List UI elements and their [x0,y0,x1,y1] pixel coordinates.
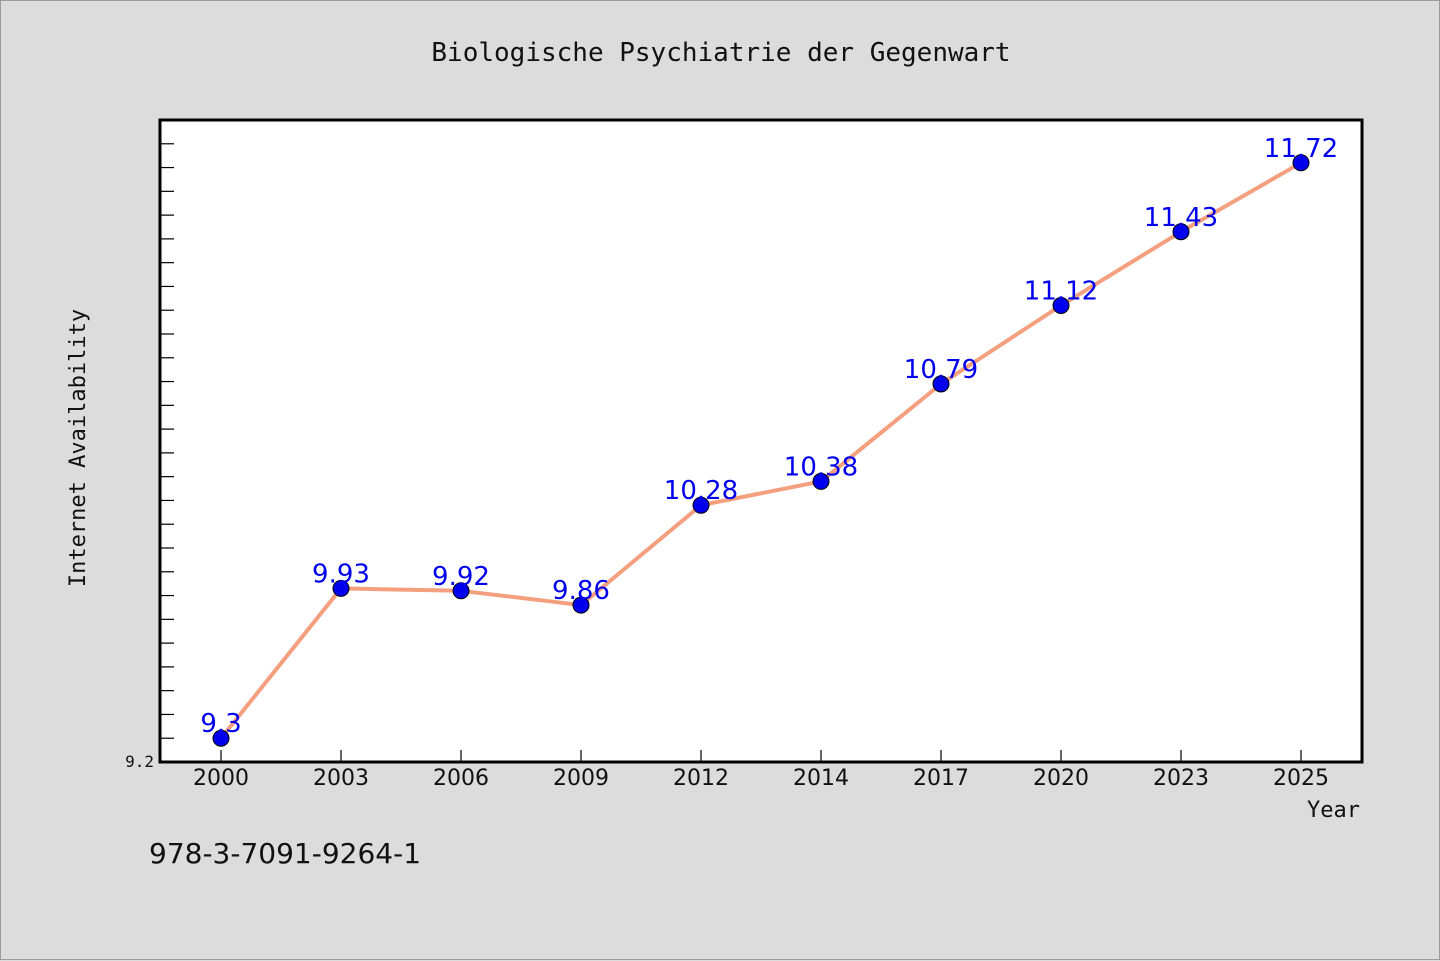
data-label: 11.43 [1144,203,1218,233]
x-tick-label: 2017 [913,766,969,791]
data-label: 10.28 [664,476,738,506]
data-label: 9.92 [432,562,490,592]
data-point [812,472,830,490]
data-point [692,496,710,514]
y-axis-label: Internet Availability [66,309,91,587]
data-point [572,596,590,614]
data-point [932,375,950,393]
x-tick-label: 2012 [673,766,729,791]
data-label: 10.38 [784,452,858,482]
x-tick-label: 2003 [313,766,369,791]
data-point [212,729,230,747]
x-tick-label: 2020 [1033,766,1089,791]
series-markers [212,154,1310,747]
data-label: 10.79 [904,355,978,385]
x-axis-label: Year [1307,798,1360,823]
x-tick-label: 2006 [433,766,489,791]
x-axis-tick-labels: 2000 2003 2006 2009 2012 2014 2017 2020 2023 2025 [193,766,1329,791]
data-point [332,579,350,597]
data-label: 9.3 [200,709,241,739]
data-labels: 9.3 9.93 9.92 9.86 10.28 10.38 10.79 11.12 11.43… [200,134,1338,739]
data-point [1052,296,1070,314]
data-point [1292,154,1310,172]
x-tick-label: 2000 [193,766,249,791]
x-tick-label: 2009 [553,766,609,791]
y-tick-label: 9.2 [125,752,154,771]
x-tick-label: 2025 [1273,766,1329,791]
data-point [452,582,470,600]
data-label: 9.86 [552,576,610,606]
x-tick-label: 2014 [793,766,849,791]
series-line [219,161,1302,740]
plot-area [158,118,1364,764]
data-label: 11.12 [1024,276,1098,306]
y-axis-ticks [160,143,174,763]
data-label: 11.72 [1264,134,1338,164]
isbn-text: 978-3-7091-9264-1 [149,837,421,870]
data-point [1172,223,1190,241]
x-axis-ticks [220,750,1302,762]
data-label: 9.93 [312,559,370,589]
x-tick-label: 2023 [1153,766,1209,791]
chart-title: Biologische Psychiatrie der Gegenwart [431,38,1010,68]
